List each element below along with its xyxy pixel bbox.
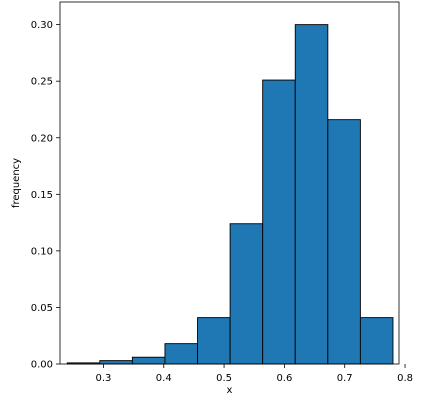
y-tick-label: 0.20 [31, 133, 53, 144]
histogram-bar [262, 79, 296, 365]
bars-group [66, 24, 394, 365]
y-tick-label: 0.00 [31, 360, 53, 371]
histogram-bar [359, 317, 394, 365]
x-axis-label: x [227, 385, 233, 396]
histogram-bar [164, 343, 198, 365]
histogram-bar [131, 356, 166, 365]
x-axis-ticks: 0.3 0.4 0.5 0.6 0.7 0.8 [95, 364, 413, 384]
histogram-bar [229, 223, 264, 365]
y-tick-label: 0.30 [31, 20, 53, 31]
y-tick-label: 0.10 [31, 246, 53, 257]
x-tick-label: 0.3 [95, 373, 111, 384]
histogram-bar [99, 360, 133, 365]
histogram-bar [294, 24, 329, 365]
y-tick-label: 0.05 [31, 303, 53, 314]
y-tick-label: 0.25 [31, 77, 53, 88]
y-tick-label: 0.15 [31, 190, 53, 201]
x-tick-label: 0.7 [337, 373, 353, 384]
plot-frame [59, 1, 400, 365]
x-tick-label: 0.5 [216, 373, 232, 384]
x-tick-label: 0.6 [276, 373, 292, 384]
histogram-bar [327, 119, 361, 365]
x-tick-label: 0.4 [156, 373, 172, 384]
y-axis-ticks: 0.00 0.05 0.10 0.15 0.20 0.25 0.30 [31, 20, 60, 371]
y-axis-label: frequency [11, 158, 22, 208]
histogram-bar [197, 317, 231, 365]
x-tick-label: 0.8 [397, 373, 413, 384]
